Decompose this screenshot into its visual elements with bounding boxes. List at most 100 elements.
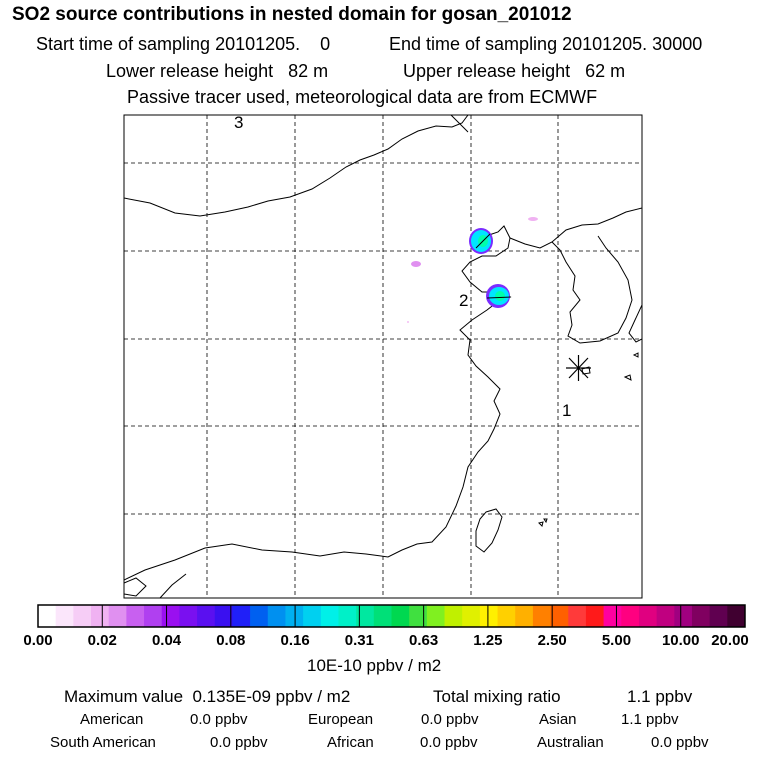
colorbar-tick-label: 2.50	[538, 632, 567, 649]
receptor-marker	[566, 355, 591, 381]
upper-release-height: Upper release height 62 m	[403, 61, 626, 81]
colorbar-swatch	[550, 605, 569, 627]
islet	[538, 521, 544, 527]
region-australian-name: Australian	[537, 734, 604, 751]
colorbar-swatch	[356, 605, 375, 627]
coastlines	[124, 115, 642, 598]
colorbar-swatch	[656, 605, 675, 627]
colorbar-swatch	[709, 605, 728, 627]
colorbar-swatch	[73, 605, 92, 627]
concentration-hotspots	[407, 217, 538, 323]
colorbar-tick-label: 0.00	[23, 632, 52, 649]
colorbar-swatch	[38, 605, 57, 627]
colorbar-swatch	[285, 605, 304, 627]
colorbar-tick-label: 20.00	[711, 632, 749, 649]
inland-border	[159, 573, 187, 598]
colorbar-swatch	[426, 605, 446, 627]
colorbar-swatch	[691, 605, 711, 627]
region-african-name: African	[327, 734, 374, 751]
taiwan-island	[475, 508, 503, 553]
faint-plume	[528, 217, 538, 221]
region-american-value: 0.0 ppbv	[190, 711, 248, 728]
mongolia-border	[124, 115, 469, 217]
region-south-american-value: 0.0 ppbv	[210, 734, 268, 751]
region-european-value: 0.0 ppbv	[421, 711, 479, 728]
graticule	[124, 115, 642, 598]
colorbar: 0.00 0.02 0.04 0.08 0.16 0.31 0.63 1.25 2.50 5.00…	[23, 604, 749, 649]
region-asian-value: 1.1 ppbv	[621, 711, 679, 728]
region-label-1: 1	[562, 401, 571, 420]
colorbar-swatch	[444, 605, 463, 627]
faint-plume	[407, 321, 409, 323]
colorbar-tick-label: 0.31	[345, 632, 374, 649]
colorbar-swatch	[638, 605, 658, 627]
colorbar-swatch	[409, 605, 428, 627]
lower-release-height: Lower release height 82 m	[106, 61, 329, 81]
hotspot-coastline	[475, 233, 491, 249]
map-title: SO2 source contributions in nested domai…	[12, 4, 572, 25]
islet	[632, 352, 639, 358]
region-american-name: American	[80, 711, 144, 728]
colorbar-tick-label: 0.02	[88, 632, 117, 649]
region-label-2: 2	[459, 291, 468, 310]
colorbar-swatch	[232, 605, 251, 627]
colorbar-tick-label: 0.63	[409, 632, 438, 649]
colorbar-swatch	[197, 605, 216, 627]
colorbar-swatch	[214, 605, 233, 627]
colorbar-swatch	[303, 605, 322, 627]
tracer-note: Passive tracer used, meteorological data…	[127, 87, 598, 107]
colorbar-swatch	[391, 605, 410, 627]
colorbar-swatch	[532, 605, 552, 627]
region-african-value: 0.0 ppbv	[420, 734, 478, 751]
hotspot-coastline	[486, 296, 512, 299]
colorbar-swatch	[250, 605, 269, 627]
colorbar-swatch	[179, 605, 198, 627]
colorbar-swatch	[108, 605, 127, 627]
japan-coast	[628, 304, 642, 343]
china-east-coast	[124, 225, 512, 581]
colorbar-swatch	[55, 605, 74, 627]
colorbar-swatch	[515, 605, 534, 627]
colorbar-tick-label: 5.00	[602, 632, 631, 649]
colorbar-swatch	[621, 605, 640, 627]
colorbar-swatch	[497, 605, 516, 627]
hainan-island	[124, 577, 147, 597]
korea-coast	[509, 207, 642, 249]
colorbar-swatch	[462, 605, 481, 627]
islet	[623, 374, 632, 381]
colorbar-swatch	[338, 605, 357, 627]
colorbar-unit: 10E-10 ppbv / m2	[307, 656, 442, 675]
faint-plume	[411, 261, 421, 267]
colorbar-swatch	[91, 605, 110, 627]
colorbar-tick-label: 0.08	[216, 632, 245, 649]
colorbar-outline	[37, 604, 746, 628]
end-time-label: End time of sampling 20101205. 30000	[389, 34, 703, 54]
colorbar-swatch	[126, 605, 145, 627]
colorbar-swatch	[161, 605, 180, 627]
colorbar-tick-label: 1.25	[473, 632, 502, 649]
colorbar-swatch	[320, 605, 339, 627]
colorbar-swatch	[727, 605, 746, 627]
colorbar-tick-label: 10.00	[662, 632, 700, 649]
region-south-american-name: South American	[50, 734, 156, 751]
colorbar-tick-label: 0.04	[152, 632, 182, 649]
korean-peninsula	[551, 235, 633, 344]
region-asian-name: Asian	[539, 711, 577, 728]
colorbar-swatch	[373, 605, 392, 627]
total-mixing-label: Total mixing ratio	[433, 687, 561, 706]
islet	[543, 518, 548, 524]
colorbar-swatch	[568, 605, 587, 627]
colorbar-swatch	[674, 605, 693, 627]
region-label-3: 3	[234, 113, 243, 132]
region-australian-value: 0.0 ppbv	[651, 734, 709, 751]
shandong-hotspot-core	[495, 291, 505, 301]
colorbar-swatch	[144, 605, 163, 627]
colorbar-swatch	[603, 605, 622, 627]
colorbar-swatch	[479, 605, 499, 627]
colorbar-tick-label: 0.16	[280, 632, 309, 649]
region-european-name: European	[308, 711, 374, 728]
start-time-label: Start time of sampling 20101205. 0	[36, 34, 331, 54]
colorbar-swatch	[267, 605, 286, 627]
max-value: Maximum value 0.135E-09 ppbv / m2	[64, 687, 351, 706]
